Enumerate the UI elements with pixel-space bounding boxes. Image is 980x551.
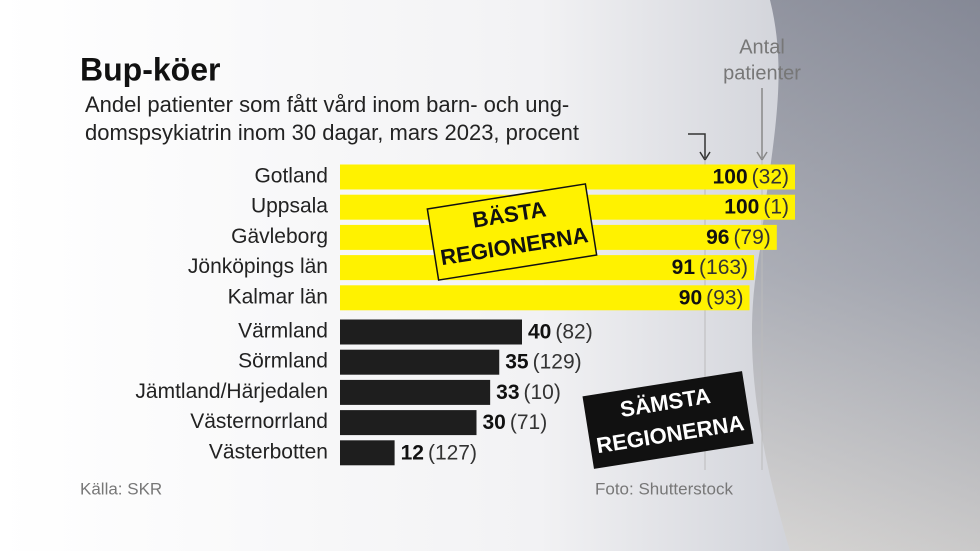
value-label: 96 (706, 226, 729, 249)
subtitle: Andel patienter som fått vård inom barn-… (85, 92, 569, 117)
patient-label: (10) (524, 381, 561, 404)
category-label: Västernorrland (190, 410, 328, 433)
subtitle: domspsykiatrin inom 30 dagar, mars 2023,… (85, 120, 579, 145)
bar (340, 319, 522, 345)
category-label: Gotland (254, 165, 328, 188)
photo-area (751, 0, 980, 551)
patient-label: (127) (428, 441, 477, 464)
category-label: Västerbotten (209, 440, 328, 463)
patient-label: (82) (555, 321, 592, 344)
badge-bg (426, 183, 598, 281)
chart-title: Bup-köer (80, 51, 220, 87)
patient-label: (32) (752, 166, 789, 189)
bar (340, 164, 795, 190)
category-label: Uppsala (251, 195, 328, 218)
patient-label: (71) (510, 411, 547, 434)
value-label: 12 (401, 441, 424, 464)
value-label: 100 (713, 166, 748, 189)
value-label: 100 (724, 196, 759, 219)
value-label: 91 (672, 256, 696, 279)
value-label: 40 (528, 321, 551, 344)
value-label: 90 (679, 286, 702, 309)
value-label: 30 (483, 411, 506, 434)
credit: Foto: Shutterstock (595, 479, 733, 498)
value-label: 35 (505, 351, 529, 374)
category-label: Kalmar län (228, 285, 328, 308)
patient-label: (163) (699, 256, 748, 279)
patient-label: (129) (533, 351, 582, 374)
annotation: Antal (739, 36, 785, 58)
category-label: Jämtland/Härjedalen (135, 380, 328, 403)
bar (340, 285, 750, 311)
bar (340, 440, 395, 466)
bar (340, 379, 491, 405)
value-label: 33 (496, 381, 519, 404)
category-label: Jönköpings län (188, 255, 328, 278)
annotation: patienter (723, 62, 801, 84)
bar (340, 410, 477, 436)
source: Källa: SKR (80, 479, 162, 498)
arrow (688, 133, 706, 158)
category-label: Värmland (238, 320, 328, 343)
bars: Gotland 100 (32)Uppsala 100 (1)Gävleborg 96 (7… (135, 164, 795, 469)
badge-bg (582, 371, 754, 469)
patient-label: (1) (763, 196, 789, 219)
patient-label: (79) (733, 226, 770, 249)
category-label: Sörmland (238, 350, 328, 373)
bar (340, 349, 500, 375)
category-label: Gävleborg (231, 225, 328, 248)
patient-label: (93) (706, 286, 743, 309)
